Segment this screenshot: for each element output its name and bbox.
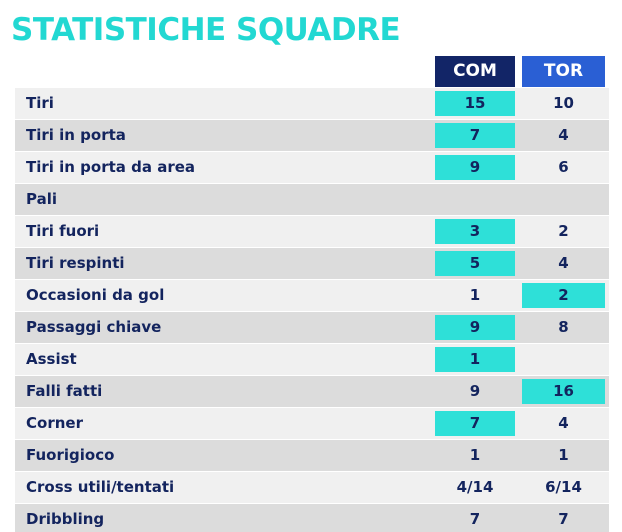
stat-label: Tiri in porta [26,126,126,144]
away-value: 8 [558,318,569,336]
stat-label: Passaggi chiave [26,318,162,336]
away-value: 7 [558,510,569,528]
home-value: 4/14 [456,478,494,496]
away-value: 4 [558,414,569,432]
home-value: 7 [435,411,515,436]
stat-label: Tiri [26,94,54,112]
away-value: 2 [522,283,605,308]
stat-row: Tiri 15 10 [15,88,609,120]
home-value: 9 [435,315,515,340]
stat-row: Tiri in porta 7 4 [15,120,609,152]
stat-row: Pali [15,184,609,216]
stat-label: Tiri fuori [26,222,100,240]
stat-label: Fuorigioco [26,446,115,464]
home-value: 7 [469,510,481,528]
stats-table: Tiri 15 10 Tiri in porta 7 4 Tiri in porta da … [15,88,609,532]
home-value: 1 [469,446,481,464]
home-value: 5 [435,251,515,276]
away-value: 6/14 [545,478,582,496]
away-value: 4 [558,126,569,144]
stat-row: Assist 1 [15,344,609,376]
away-value: 6 [558,158,569,176]
stat-row: Tiri in porta da area 9 6 [15,152,609,184]
stat-label: Dribbling [26,510,105,528]
stat-label: Cross utili/tentati [26,478,175,496]
away-value: 4 [558,254,569,272]
away-value: 16 [522,379,605,404]
home-value: 15 [435,91,515,116]
stat-label: Corner [26,414,83,432]
home-value: 1 [435,347,515,372]
home-value: 1 [469,286,481,304]
home-value: 9 [435,155,515,180]
away-value: 1 [558,446,569,464]
stat-row: Falli fatti 9 16 [15,376,609,408]
stat-row: Tiri fuori 3 2 [15,216,609,248]
stat-row: Cross utili/tentati 4/14 6/14 [15,472,609,504]
stat-label: Tiri in porta da area [26,158,196,176]
stat-row: Occasioni da gol 1 2 [15,280,609,312]
away-value [522,187,605,212]
stat-label: Assist [26,350,77,368]
stat-row: Corner 7 4 [15,408,609,440]
stat-label: Tiri respinti [26,254,125,272]
stat-row: Fuorigioco 1 1 [15,440,609,472]
stat-row: Tiri respinti 5 4 [15,248,609,280]
away-value [522,347,605,372]
home-value: 9 [469,382,481,400]
stat-label: Falli fatti [26,382,103,400]
away-value: 10 [553,94,574,112]
page-title: STATISTICHE SQUADRE [11,12,401,48]
home-value: 7 [435,123,515,148]
home-team-header: COM [435,56,515,87]
stat-label: Occasioni da gol [26,286,165,304]
away-team-header: TOR [522,56,605,87]
stat-label: Pali [26,190,57,208]
away-value: 2 [558,222,569,240]
stat-row: Dribbling 7 7 [15,504,609,532]
home-value [435,187,515,212]
stat-row: Passaggi chiave 9 8 [15,312,609,344]
home-value: 3 [435,219,515,244]
